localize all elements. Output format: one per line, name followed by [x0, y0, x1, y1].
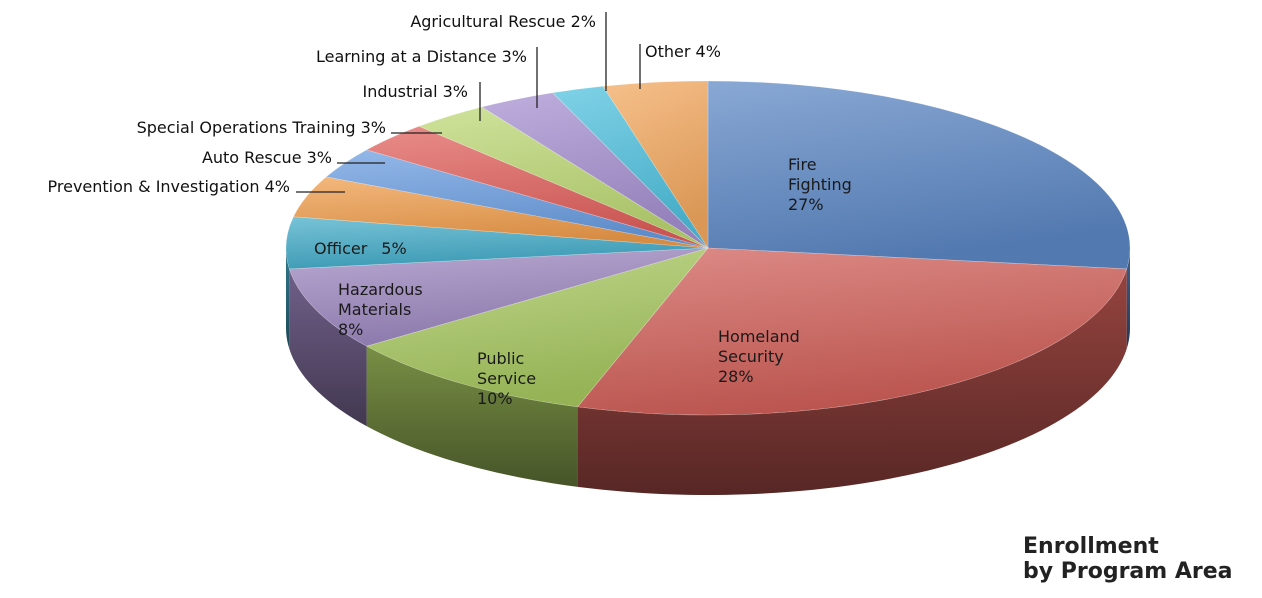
- label-learning-at-a-distance: Learning at a Distance 3%: [316, 47, 527, 66]
- pie-side-layer: [286, 248, 1130, 495]
- label-other: Other 4%: [645, 42, 721, 61]
- label-public-service: Public Service 10%: [477, 349, 536, 408]
- label-fire-fighting: Fire Fighting 27%: [788, 155, 852, 214]
- pie-side-fire-fighting: [1126, 248, 1130, 349]
- pie-slice-public-service: [365, 247, 709, 408]
- label-prevention-investigation: Prevention & Investigation 4%: [48, 177, 291, 196]
- leader-lines: [296, 12, 641, 193]
- pie-slice-prevention-investigation: [293, 176, 709, 249]
- chart-title-line-1: Enrollment: [1023, 534, 1159, 559]
- label-agricultural-rescue: Agricultural Rescue 2%: [410, 12, 596, 31]
- label-officer: Officer 5%: [314, 239, 407, 258]
- slice-labels: Fire Fighting 27% Homeland Security 28% Public…: [48, 12, 852, 408]
- pie-slice-homeland-security: [577, 247, 1128, 416]
- label-auto-rescue: Auto Rescue 3%: [202, 148, 332, 167]
- pie-slice-special-operations-training: [365, 125, 709, 249]
- pie-slice-officer: [285, 216, 709, 270]
- pie-side-officer: [286, 248, 290, 349]
- pie-side-hazardous-materials: [289, 268, 367, 427]
- pie-slice-hazardous-materials: [288, 247, 709, 347]
- label-homeland-security: Homeland Security 28%: [718, 327, 800, 386]
- pie-slice-agricultural-rescue: [552, 85, 709, 249]
- pie-slice-fire-fighting: [707, 80, 1131, 270]
- chart-title: Enrollment by Program Area: [1023, 534, 1258, 584]
- label-hazardous-materials: Hazardous Materials 8%: [338, 280, 423, 339]
- pie-slice-industrial: [418, 106, 709, 249]
- pie-top-layer: [285, 80, 1131, 416]
- chart-title-line-2: by Program Area: [1023, 559, 1233, 584]
- pie-slice-learning-at-a-distance: [481, 92, 709, 249]
- pie-side-homeland-security: [577, 268, 1127, 495]
- pie-side-public-service: [366, 346, 578, 487]
- label-industrial: Industrial 3%: [362, 82, 468, 101]
- pie-slice-other: [602, 80, 709, 250]
- label-special-operations-training: Special Operations Training 3%: [137, 118, 386, 137]
